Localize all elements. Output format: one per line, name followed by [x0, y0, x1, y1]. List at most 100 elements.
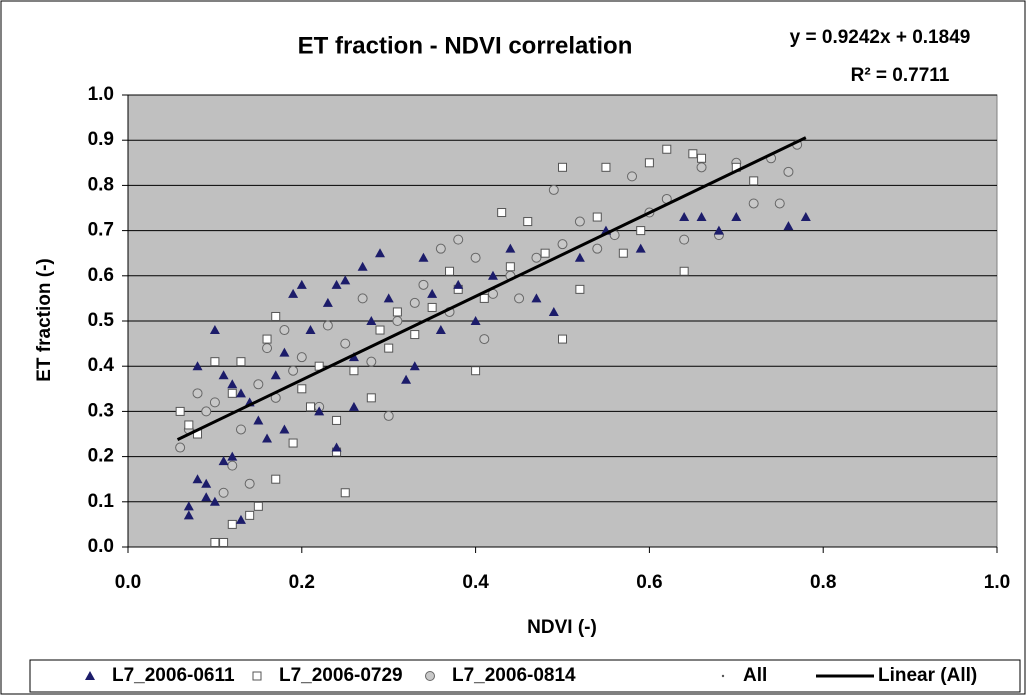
point: [392, 307, 402, 317]
point: [253, 501, 263, 511]
point: [409, 297, 420, 308]
point: [558, 162, 567, 172]
point: [514, 293, 525, 304]
point: [288, 288, 299, 298]
equation: y = 0.9242x + 0.1849: [790, 27, 971, 48]
point: [479, 334, 490, 345]
x-tick-label: 0.0: [115, 572, 141, 593]
point: [235, 514, 246, 524]
y-tick-label: 0.6: [88, 265, 114, 286]
trendline: [176, 136, 807, 441]
y-tick-label: 0.8: [88, 174, 114, 195]
point: [366, 316, 377, 325]
point: [253, 415, 264, 425]
point: [271, 474, 281, 484]
point: [383, 410, 394, 421]
point: [497, 208, 507, 218]
point: [548, 306, 559, 316]
legend-marker: [252, 671, 262, 681]
y-tick-label: 0.4: [88, 355, 115, 376]
point: [331, 279, 342, 289]
y-tick-label: 0.9: [88, 129, 114, 150]
point: [262, 334, 272, 344]
x-tick-label: 0.8: [810, 572, 836, 593]
point: [331, 442, 342, 452]
point: [349, 366, 359, 376]
point: [271, 311, 281, 321]
y-axis-label: ET fraction (-): [34, 258, 55, 382]
point: [314, 406, 325, 416]
y-tick-label: 0.3: [88, 400, 114, 421]
point: [435, 243, 446, 254]
point: [322, 297, 333, 307]
point: [288, 438, 298, 448]
point: [644, 158, 654, 168]
point: [348, 352, 359, 362]
point: [418, 252, 429, 262]
legend-label: L7_2006-0729: [279, 665, 403, 686]
legend-marker: [85, 671, 95, 680]
point: [435, 325, 446, 335]
point: [696, 162, 707, 173]
point: [783, 166, 794, 177]
point: [279, 325, 290, 336]
x-tick-label: 0.2: [289, 572, 315, 593]
y-tick-label: 0.2: [88, 446, 114, 467]
point: [427, 302, 437, 312]
point: [375, 325, 385, 335]
point: [279, 347, 290, 357]
point: [340, 488, 350, 498]
point: [357, 261, 368, 271]
point: [375, 248, 386, 258]
point: [523, 217, 533, 227]
point: [245, 510, 255, 520]
r-squared: R² = 0.7711: [851, 65, 950, 86]
point: [749, 176, 759, 186]
point: [210, 537, 220, 547]
point: [184, 420, 194, 430]
point: [783, 221, 794, 231]
point: [201, 406, 212, 417]
point: [218, 370, 229, 380]
y-tick-label: 1.0: [88, 84, 114, 105]
point: [244, 478, 255, 489]
point: [209, 496, 220, 506]
point: [297, 384, 307, 394]
point: [210, 357, 220, 367]
point: [201, 492, 212, 502]
point: [731, 212, 742, 222]
point: [218, 456, 229, 466]
point: [548, 184, 559, 195]
point: [409, 361, 420, 371]
y-tick-label: 0.5: [88, 310, 115, 331]
point: [575, 284, 585, 294]
point: [227, 388, 237, 398]
point: [453, 279, 464, 289]
point: [774, 198, 785, 209]
point: [218, 487, 229, 498]
point: [296, 352, 307, 363]
point: [192, 474, 203, 484]
point: [470, 316, 481, 325]
point: [183, 501, 194, 511]
point: [470, 252, 481, 263]
point: [800, 212, 811, 222]
point: [487, 270, 498, 280]
point: [531, 252, 542, 263]
point: [384, 343, 394, 353]
point: [235, 388, 246, 398]
point: [531, 293, 542, 303]
point: [697, 153, 707, 163]
point: [305, 325, 316, 335]
point: [662, 144, 672, 154]
point: [592, 243, 603, 254]
point: [348, 401, 359, 411]
point: [262, 433, 273, 443]
point: [209, 397, 220, 408]
legend-marker: [425, 671, 435, 681]
point: [340, 338, 351, 349]
point: [748, 198, 759, 209]
point: [679, 266, 689, 276]
legend-marker: [721, 674, 725, 678]
